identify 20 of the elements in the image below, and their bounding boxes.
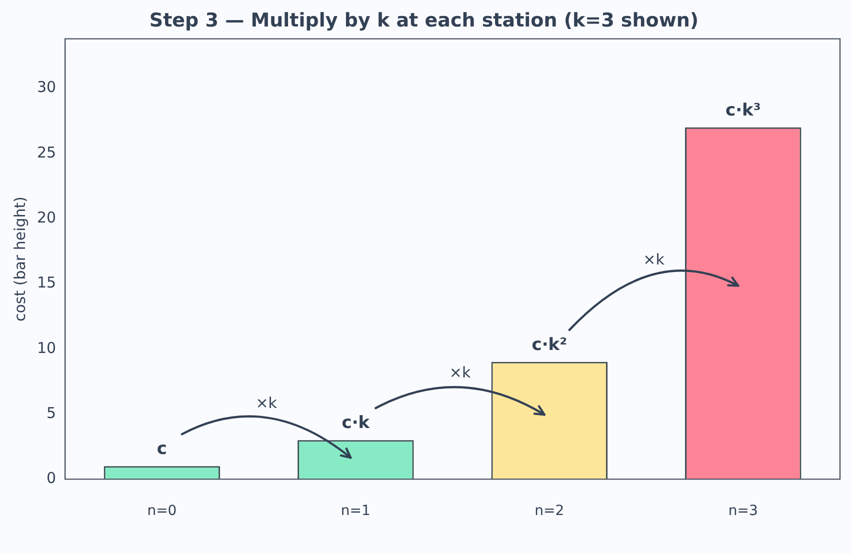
data-label: c·k	[342, 413, 370, 434]
y-tick-label: 30	[36, 78, 56, 96]
chart-title: Step 3 — Multiply by k at each station (k=3 shown)	[149, 9, 699, 32]
y-axis-title: cost (bar height)	[10, 196, 29, 322]
annotation: ×k	[643, 250, 665, 269]
y-tick-label: 15	[36, 274, 56, 292]
x-tick-label: n=1	[340, 503, 370, 520]
y-tick-label: 10	[36, 338, 56, 357]
x-tick-label: n=0	[147, 503, 177, 520]
annotation: ×k	[256, 394, 278, 412]
data-label: c	[156, 439, 167, 460]
data-label: c·k²	[532, 334, 568, 355]
y-tick-label: 5	[46, 404, 56, 422]
x-tick-label: n=2	[534, 503, 564, 520]
y-tick-label: 25	[36, 143, 56, 162]
x-tick-label: n=3	[728, 503, 758, 520]
y-tick-label: 0	[46, 469, 56, 488]
annotation: ×k	[449, 364, 471, 382]
y-tick-label: 20	[36, 208, 56, 226]
data-label: c·k³	[725, 100, 761, 120]
